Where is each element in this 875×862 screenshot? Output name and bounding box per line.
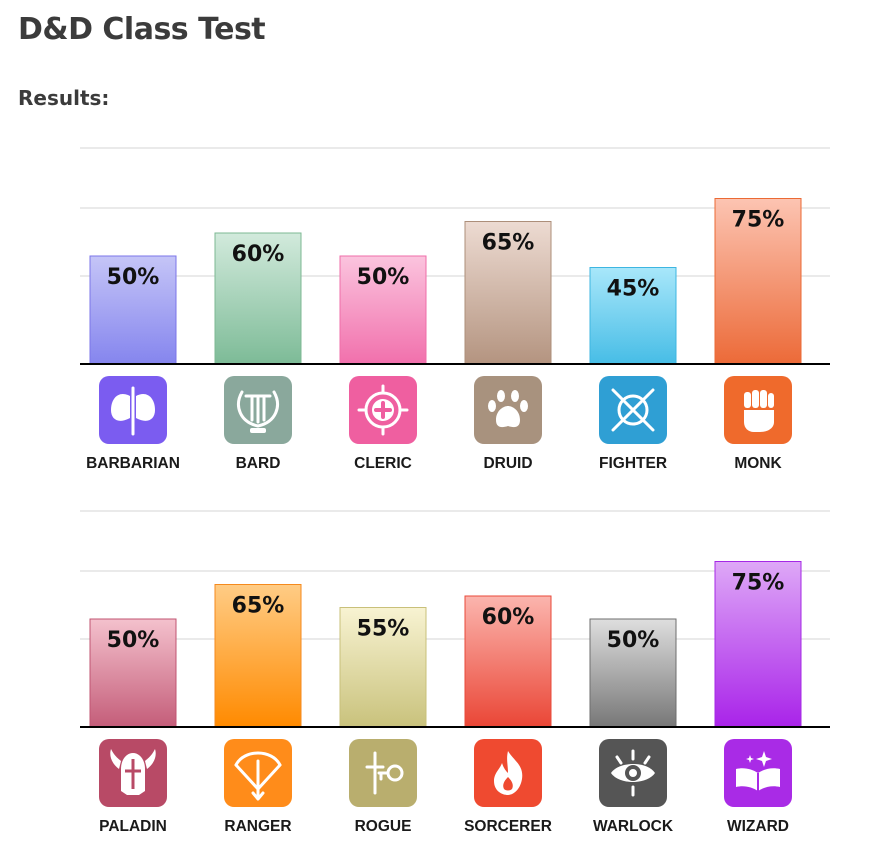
page-title: D&D Class Test	[18, 12, 266, 47]
bar-fighter	[589, 267, 677, 365]
class-label-paladin: PALADIN	[99, 818, 167, 835]
bar-wizard	[714, 561, 802, 728]
bar-sorcerer	[464, 595, 552, 728]
bar-value-label: 50%	[107, 628, 160, 653]
bar-value-label: 50%	[607, 628, 660, 653]
bar-value-label: 45%	[607, 277, 660, 302]
paw-icon	[474, 376, 542, 444]
bar-bard	[214, 232, 302, 365]
holy-cross-icon	[349, 376, 417, 444]
flame-icon	[474, 739, 542, 807]
bar-rogue	[339, 607, 427, 728]
eye-icon	[599, 739, 667, 807]
bar-value-label: 55%	[357, 617, 410, 642]
bar-cleric	[339, 255, 427, 365]
bar-value-label: 50%	[357, 265, 410, 290]
bar-value-label: 75%	[732, 571, 785, 596]
lyre-icon	[224, 376, 292, 444]
bar-paladin	[89, 618, 177, 728]
results-chart-bottom: 50% PALADIN 65% RANGER 55% ROGUE 60% SORCERER 50…	[80, 510, 830, 835]
bar-ranger	[214, 584, 302, 728]
class-label-sorcerer: SORCERER	[464, 818, 552, 835]
crossed-swords-shield-icon	[599, 376, 667, 444]
bar-monk	[714, 198, 802, 365]
bar-value-label: 75%	[732, 208, 785, 233]
class-label-ranger: RANGER	[224, 818, 291, 835]
dagger-key-icon	[349, 739, 417, 807]
class-label-rogue: ROGUE	[355, 818, 412, 835]
double-axe-icon	[99, 376, 167, 444]
bar-value-label: 60%	[232, 242, 285, 267]
bow-arrow-icon	[224, 739, 292, 807]
spellbook-icon	[724, 739, 792, 807]
class-label-fighter: FIGHTER	[599, 455, 667, 472]
winged-helmet-icon	[99, 739, 167, 807]
bar-value-label: 65%	[232, 594, 285, 619]
class-label-cleric: CLERIC	[354, 455, 412, 472]
class-label-barbarian: BARBARIAN	[86, 455, 180, 472]
class-label-monk: MONK	[734, 455, 782, 472]
bar-druid	[464, 221, 552, 365]
class-label-druid: DRUID	[483, 455, 532, 472]
bar-value-label: 50%	[107, 265, 160, 290]
bar-value-label: 65%	[482, 231, 535, 256]
bar-value-label: 60%	[482, 605, 535, 630]
class-label-warlock: WARLOCK	[593, 818, 674, 835]
results-chart-top: 50% BARBARIAN 60% BARD 50% CLERIC 65% DRUID 45% F…	[80, 147, 830, 472]
bar-barbarian	[89, 255, 177, 365]
class-label-bard: BARD	[236, 455, 281, 472]
fist-icon	[724, 376, 792, 444]
class-label-wizard: WIZARD	[727, 818, 789, 835]
results-heading: Results:	[18, 86, 110, 110]
